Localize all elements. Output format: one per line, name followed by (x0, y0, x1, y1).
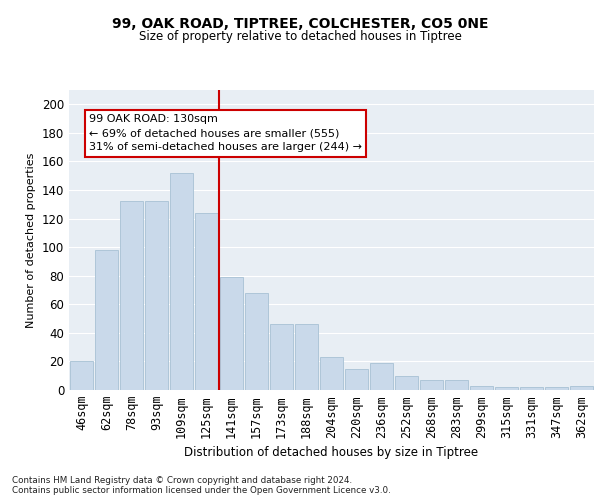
Bar (320, 357, 343, 390)
Bar (220, 277, 243, 390)
Bar (245, 293, 268, 390)
Bar (370, 363, 393, 390)
Bar (295, 324, 318, 390)
Bar (70, 362, 93, 390)
Text: Contains HM Land Registry data © Crown copyright and database right 2024.: Contains HM Land Registry data © Crown c… (12, 476, 352, 485)
Bar (420, 380, 443, 390)
Bar (570, 386, 593, 390)
X-axis label: Distribution of detached houses by size in Tiptree: Distribution of detached houses by size … (184, 446, 479, 459)
Bar (195, 213, 218, 390)
Text: Size of property relative to detached houses in Tiptree: Size of property relative to detached ho… (139, 30, 461, 43)
Bar (170, 173, 193, 390)
Bar (520, 387, 543, 390)
Bar (270, 324, 293, 390)
Bar (120, 202, 143, 390)
Text: 99, OAK ROAD, TIPTREE, COLCHESTER, CO5 0NE: 99, OAK ROAD, TIPTREE, COLCHESTER, CO5 0… (112, 18, 488, 32)
Bar (345, 368, 368, 390)
Bar (95, 250, 118, 390)
Bar (545, 387, 568, 390)
Text: Contains public sector information licensed under the Open Government Licence v3: Contains public sector information licen… (12, 486, 391, 495)
Bar (445, 380, 468, 390)
Bar (495, 387, 518, 390)
Bar (145, 202, 168, 390)
Y-axis label: Number of detached properties: Number of detached properties (26, 152, 36, 328)
Bar (395, 376, 418, 390)
Bar (470, 386, 493, 390)
Text: 99 OAK ROAD: 130sqm
← 69% of detached houses are smaller (555)
31% of semi-detac: 99 OAK ROAD: 130sqm ← 69% of detached ho… (89, 114, 362, 152)
